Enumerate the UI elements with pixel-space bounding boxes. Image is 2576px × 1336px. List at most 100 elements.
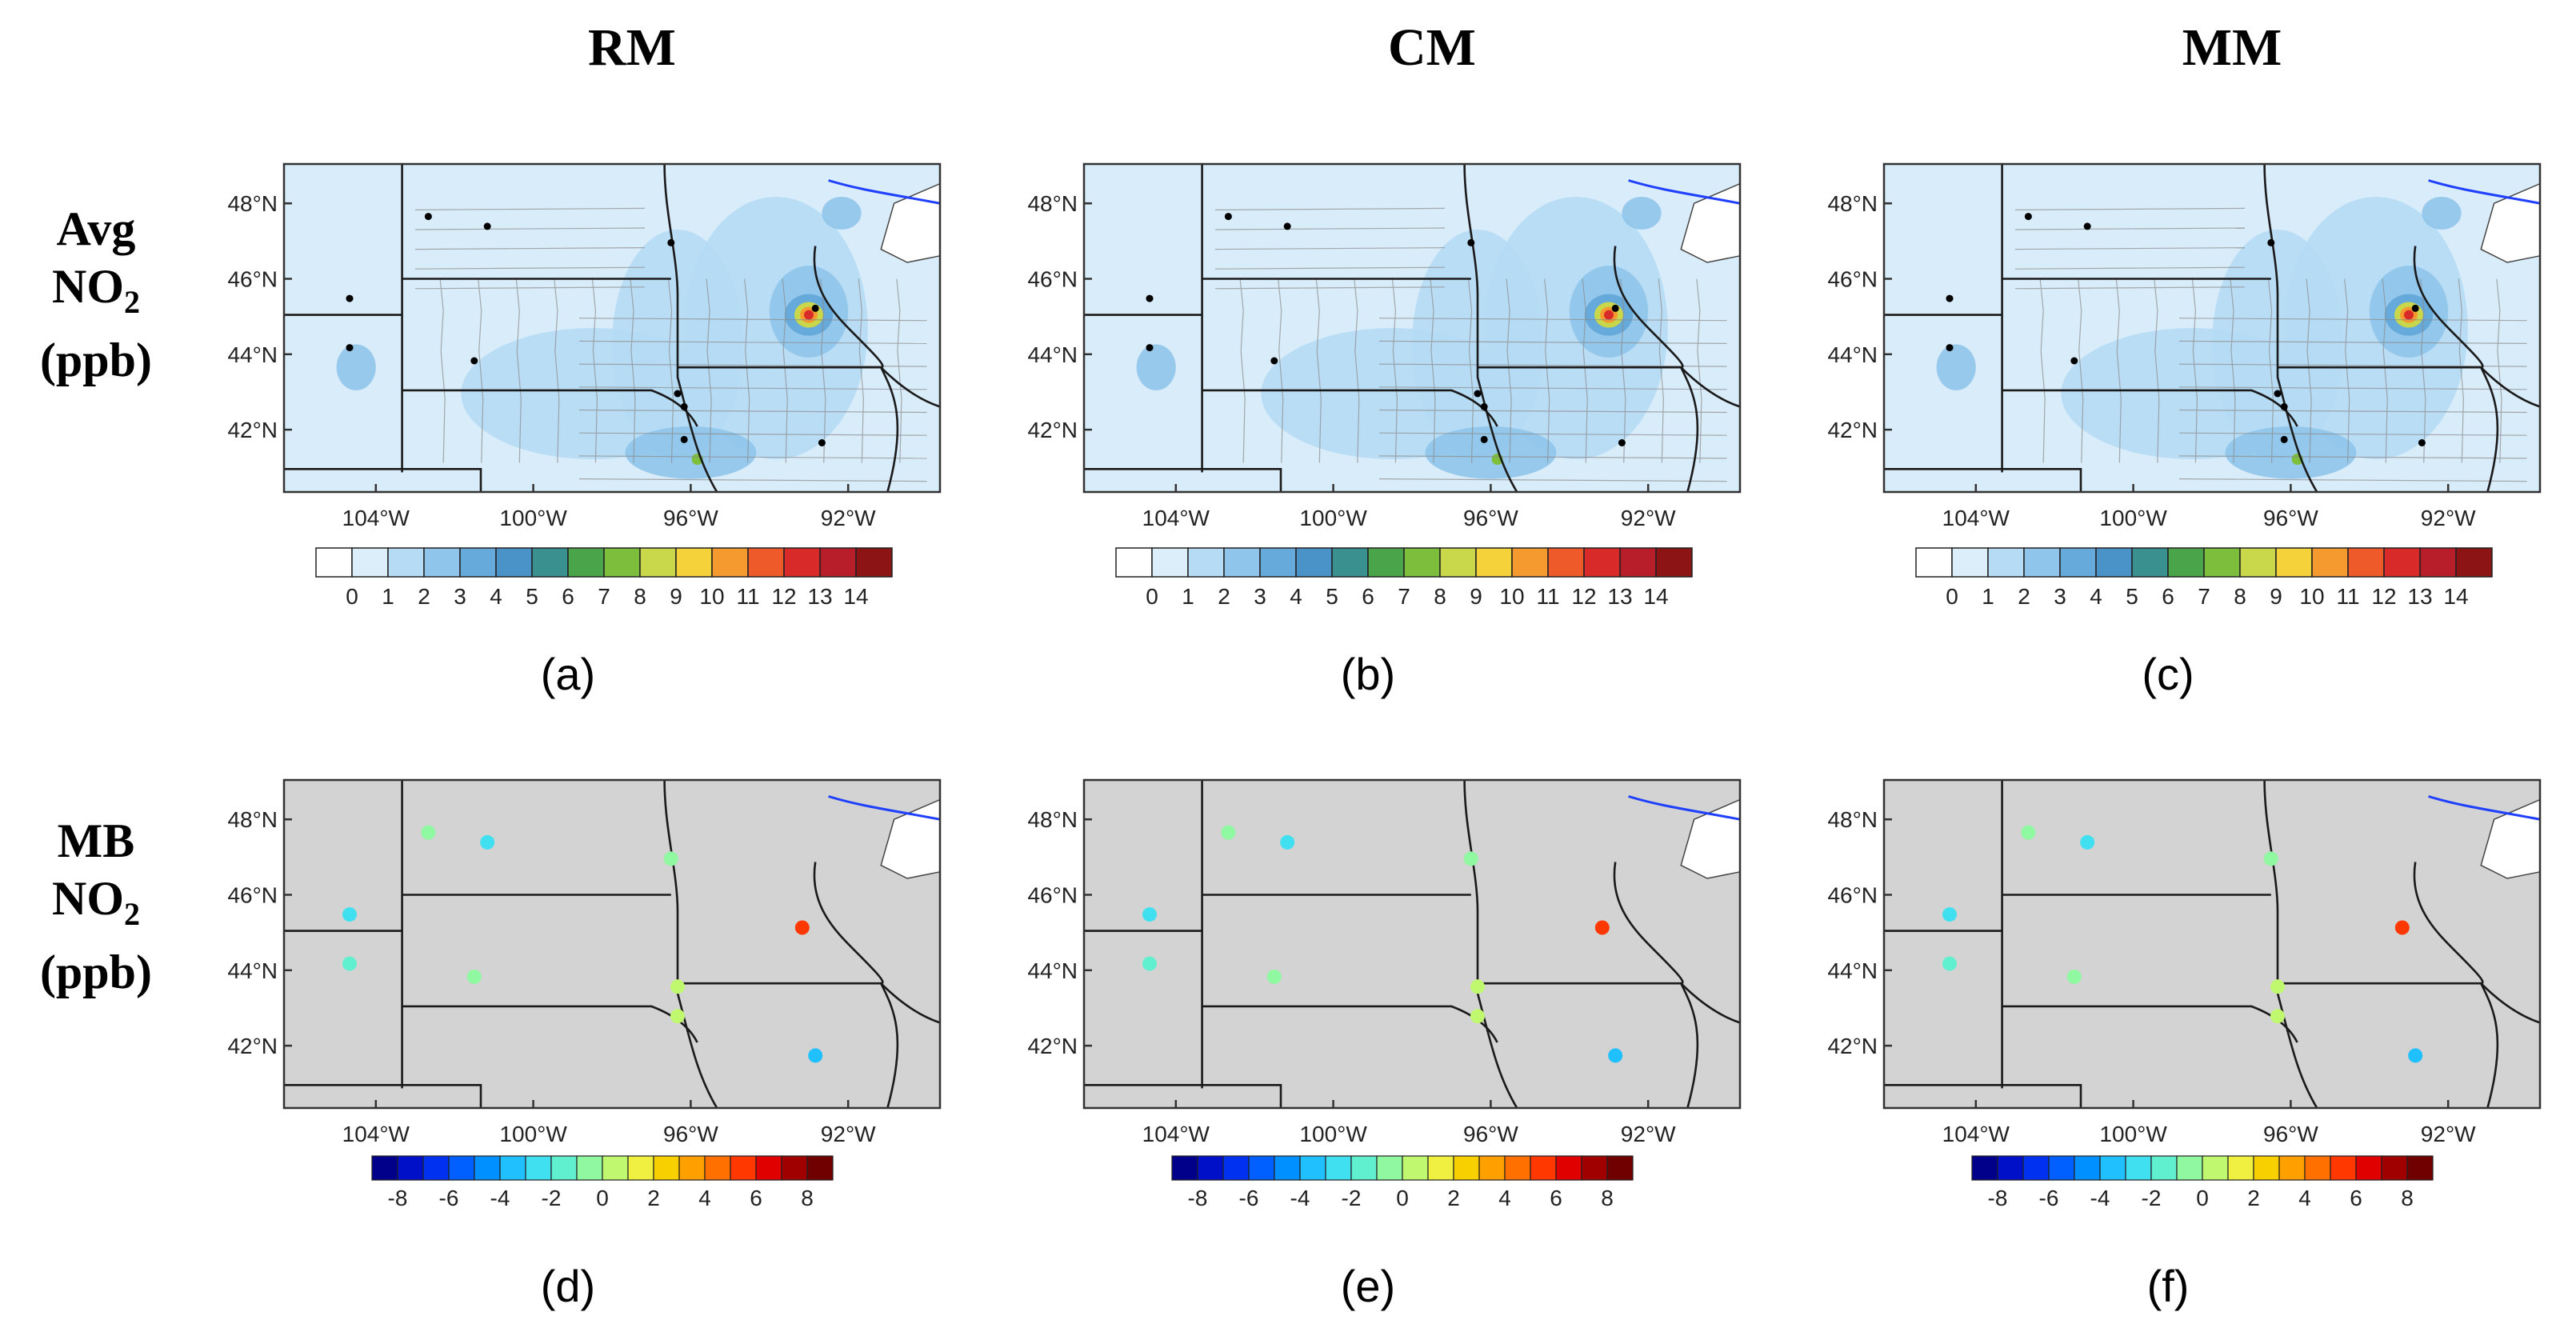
lat-label: 46°N (1027, 267, 1078, 292)
colorbar-label: 9 (670, 584, 682, 609)
colorbar-swatch (1606, 1155, 1634, 1181)
site-marker (1221, 825, 1236, 840)
site-marker (2280, 435, 2288, 443)
colorbar-label: 14 (1643, 584, 1668, 609)
map-area (1084, 779, 1741, 1109)
colorbar-swatch (474, 1155, 501, 1181)
site-marker (2270, 1009, 2285, 1024)
map-area (1884, 163, 2541, 493)
lon-label: 100°W (2099, 1122, 2167, 1146)
colorbar-swatch (1583, 547, 1621, 578)
colorbar-swatch (1197, 1155, 1224, 1181)
colorbar: -8 -6 -4 -2 0 2 4 6 8 (1171, 1155, 1634, 1210)
colorbar-swatch (1367, 547, 1405, 578)
colorbar-swatch (567, 547, 605, 578)
site-marker (346, 344, 354, 352)
colorbar: -8 -6 -4 -2 0 2 4 6 8 (371, 1155, 834, 1210)
colorbar-swatch (602, 1155, 629, 1181)
caption-d: (d) (540, 1261, 596, 1311)
colorbar-swatch (855, 547, 893, 578)
colorbar-label: 3 (454, 584, 466, 609)
colorbar-label: 6 (1362, 584, 1374, 609)
lat-label: 44°N (227, 342, 278, 367)
colorbar-swatch (1478, 1155, 1506, 1181)
lon-label: 96°W (663, 1122, 718, 1146)
colorbar-label: 4 (1498, 1186, 1511, 1210)
site-marker (2394, 920, 2410, 935)
colorbar-label: 12 (2371, 584, 2396, 609)
site-marker (2080, 834, 2095, 850)
lon-label: 96°W (663, 506, 718, 530)
caption-a: (a) (540, 649, 596, 699)
colorbar-label: 0 (2196, 1186, 2209, 1210)
colorbar-swatch (1187, 547, 1225, 578)
colorbar-label: 4 (2298, 1186, 2311, 1210)
colorbar-swatch (1581, 1155, 1608, 1181)
lon-label: 100°W (1299, 506, 1367, 530)
colorbar-swatch (1151, 547, 1189, 578)
colorbar-swatch (422, 1155, 450, 1181)
colorbar-swatch (2275, 547, 2313, 578)
colorbar-label: 4 (698, 1186, 711, 1210)
colorbar-label: 8 (1601, 1186, 1614, 1210)
colorbar-label: 4 (1290, 584, 1302, 609)
colorbar-label: 0 (1946, 584, 1958, 609)
colorbar-swatch (704, 1155, 731, 1181)
colorbar-swatch (2202, 1155, 2229, 1181)
colorbar-swatch (2048, 1155, 2075, 1181)
lat-label: 46°N (1027, 883, 1078, 908)
colorbar-swatch (2125, 1155, 2152, 1181)
colorbar: 0 1 2 3 4 5 6 7 8 9 10 11 12 13 14 (1915, 547, 2493, 609)
colorbar-swatch (755, 1155, 782, 1181)
colorbar-label: -2 (1342, 1186, 1362, 1210)
colorbar-swatch (1427, 1155, 1454, 1181)
site-marker (1224, 213, 1232, 221)
lat-label: 46°N (1827, 883, 1878, 908)
site-marker (342, 956, 357, 971)
site-marker (2280, 402, 2288, 410)
colorbar-swatch (2131, 547, 2169, 578)
caption-f: (f) (2146, 1261, 2190, 1311)
colorbar-label: 6 (750, 1186, 762, 1210)
colorbar-label: 2 (2247, 1186, 2260, 1210)
site-marker (2021, 825, 2036, 840)
lon-label: 92°W (2421, 1122, 2476, 1146)
colorbar-swatch (387, 547, 425, 578)
colorbar-label: 2 (2018, 584, 2030, 609)
site-marker (818, 439, 826, 446)
site-marker (2066, 970, 2082, 984)
colorbar-swatch (2203, 547, 2241, 578)
lon-label: 104°W (1942, 506, 2010, 530)
colorbar-swatch (495, 547, 533, 578)
colorbar-swatch (2406, 1155, 2434, 1181)
row-label-mb-line1: MB (57, 814, 135, 867)
lat-label: 44°N (227, 958, 278, 983)
site-marker (2267, 238, 2275, 246)
row-label-avg-line2: NO2 (52, 260, 140, 320)
colorbar-swatch (1223, 547, 1261, 578)
colorbar-swatch (1453, 1155, 1480, 1181)
colorbar-label: -6 (439, 1186, 459, 1210)
site-marker (1480, 435, 1488, 443)
caption-c: (c) (2142, 649, 2194, 699)
lon-label: 92°W (821, 506, 876, 530)
colorbar-label: -8 (388, 1186, 408, 1210)
lat-label: 46°N (227, 267, 278, 292)
colorbar-swatch (2239, 547, 2277, 578)
colorbar-swatch (2381, 1155, 2408, 1181)
colorbar-swatch (1248, 1155, 1275, 1181)
lon-label: 96°W (1463, 1122, 1518, 1146)
colorbar-swatch (2253, 1155, 2280, 1181)
colorbar-swatch (678, 1155, 706, 1181)
colorbar-label: 1 (1982, 584, 1994, 609)
site-marker (421, 825, 436, 840)
lat-label: 46°N (227, 883, 278, 908)
site-marker (1470, 1009, 1485, 1024)
colorbar-swatch (2355, 1155, 2382, 1181)
colorbar-swatch (2022, 1155, 2050, 1181)
colorbar-label: 6 (2162, 584, 2174, 609)
lon-label: 104°W (1142, 1122, 1210, 1146)
site-marker (1146, 344, 1154, 352)
